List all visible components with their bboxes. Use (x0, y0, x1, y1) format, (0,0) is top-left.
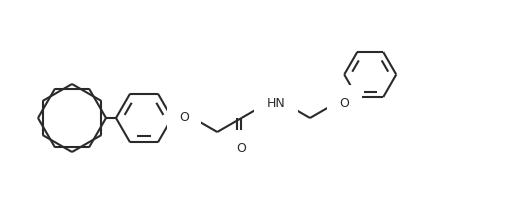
Text: HN: HN (266, 97, 284, 111)
Text: O: O (236, 142, 246, 155)
Text: O: O (339, 97, 348, 111)
Text: O: O (179, 111, 188, 124)
